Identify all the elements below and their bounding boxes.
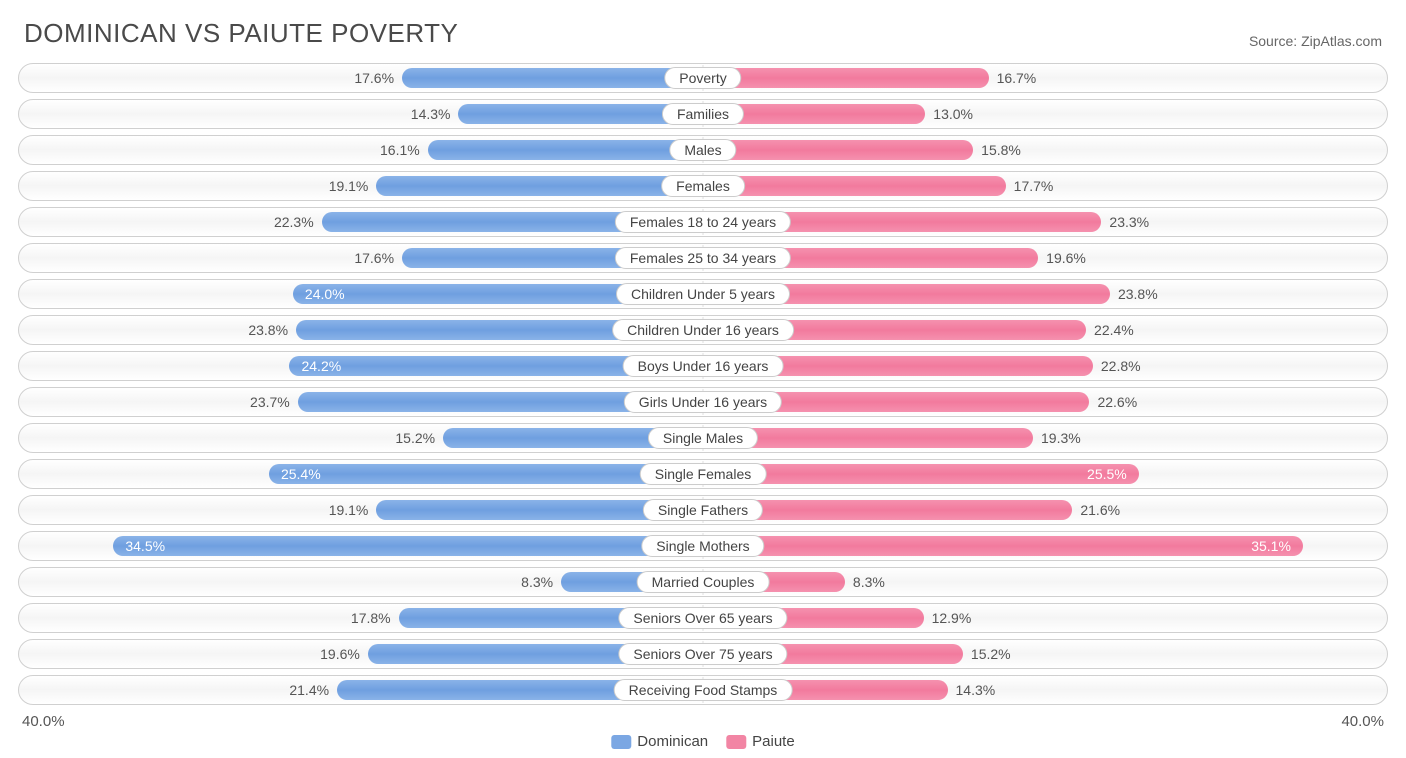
category-label: Married Couples (637, 571, 770, 593)
bar-left (376, 176, 703, 196)
chart-source: Source: ZipAtlas.com (1249, 33, 1382, 49)
chart-row: 19.1% 17.7% Females (18, 171, 1388, 201)
chart-row: 24.0% 23.8% Children Under 5 years (18, 279, 1388, 309)
value-left: 17.6% (354, 70, 394, 86)
legend-swatch-left (611, 735, 631, 749)
category-label: Males (669, 139, 736, 161)
value-left: 19.6% (320, 646, 360, 662)
chart-row: 22.3% 23.3% Females 18 to 24 years (18, 207, 1388, 237)
chart-row: 8.3% 8.3% Married Couples (18, 567, 1388, 597)
bar-left (402, 68, 703, 88)
chart-header: DOMINICAN VS PAIUTE POVERTY Source: ZipA… (0, 0, 1406, 59)
bar-right (703, 464, 1139, 484)
value-right: 21.6% (1080, 502, 1120, 518)
value-right: 35.1% (1251, 538, 1291, 554)
value-right: 15.2% (971, 646, 1011, 662)
category-label: Seniors Over 65 years (618, 607, 787, 629)
category-label: Families (662, 103, 744, 125)
diverging-bar-chart: 17.6% 16.7% Poverty 14.3% 13.0% Families 16.1%… (0, 59, 1406, 705)
axis-max-left: 40.0% (22, 713, 65, 730)
chart-row: 17.6% 16.7% Poverty (18, 63, 1388, 93)
value-left: 8.3% (521, 574, 553, 590)
value-right: 8.3% (853, 574, 885, 590)
value-right: 15.8% (981, 142, 1021, 158)
bar-left (113, 536, 703, 556)
category-label: Seniors Over 75 years (618, 643, 787, 665)
category-label: Females 18 to 24 years (615, 211, 791, 233)
value-left: 16.1% (380, 142, 420, 158)
value-left: 23.7% (250, 394, 290, 410)
value-right: 25.5% (1087, 466, 1127, 482)
category-label: Females (661, 175, 745, 197)
chart-row: 16.1% 15.8% Males (18, 135, 1388, 165)
legend-label-right: Paiute (752, 733, 795, 750)
chart-title: DOMINICAN VS PAIUTE POVERTY (24, 18, 458, 49)
value-right: 19.3% (1041, 430, 1081, 446)
bar-right (703, 68, 989, 88)
value-left: 17.8% (351, 610, 391, 626)
value-right: 13.0% (933, 106, 973, 122)
chart-row: 23.7% 22.6% Girls Under 16 years (18, 387, 1388, 417)
value-right: 19.6% (1046, 250, 1086, 266)
chart-row: 34.5% 35.1% Single Mothers (18, 531, 1388, 561)
value-left: 21.4% (289, 682, 329, 698)
value-left: 15.2% (395, 430, 435, 446)
legend-item-right: Paiute (726, 733, 795, 750)
value-right: 22.8% (1101, 358, 1141, 374)
bar-right (703, 176, 1006, 196)
value-left: 19.1% (329, 502, 369, 518)
chart-row: 25.4% 25.5% Single Females (18, 459, 1388, 489)
value-right: 22.6% (1097, 394, 1137, 410)
legend-label-left: Dominican (637, 733, 708, 750)
chart-row: 17.8% 12.9% Seniors Over 65 years (18, 603, 1388, 633)
category-label: Children Under 5 years (616, 283, 790, 305)
value-left: 14.3% (411, 106, 451, 122)
bar-right (703, 140, 973, 160)
value-right: 12.9% (932, 610, 972, 626)
category-label: Females 25 to 34 years (615, 247, 791, 269)
value-right: 17.7% (1014, 178, 1054, 194)
value-left: 19.1% (329, 178, 369, 194)
chart-row: 23.8% 22.4% Children Under 16 years (18, 315, 1388, 345)
value-left: 24.2% (301, 358, 341, 374)
bar-right (703, 536, 1303, 556)
chart-row: 15.2% 19.3% Single Males (18, 423, 1388, 453)
category-label: Poverty (664, 67, 741, 89)
chart-row: 14.3% 13.0% Families (18, 99, 1388, 129)
chart-row: 19.6% 15.2% Seniors Over 75 years (18, 639, 1388, 669)
category-label: Single Females (640, 463, 767, 485)
value-left: 24.0% (305, 286, 345, 302)
value-left: 22.3% (274, 214, 314, 230)
category-label: Boys Under 16 years (623, 355, 784, 377)
value-left: 17.6% (354, 250, 394, 266)
category-label: Single Fathers (643, 499, 763, 521)
category-label: Receiving Food Stamps (614, 679, 793, 701)
axis-max-right: 40.0% (1341, 713, 1384, 730)
value-right: 23.8% (1118, 286, 1158, 302)
chart-row: 17.6% 19.6% Females 25 to 34 years (18, 243, 1388, 273)
chart-row: 24.2% 22.8% Boys Under 16 years (18, 351, 1388, 381)
chart-row: 19.1% 21.6% Single Fathers (18, 495, 1388, 525)
category-label: Children Under 16 years (612, 319, 794, 341)
legend-item-left: Dominican (611, 733, 708, 750)
value-left: 25.4% (281, 466, 321, 482)
bar-left (269, 464, 703, 484)
value-right: 16.7% (997, 70, 1037, 86)
category-label: Single Mothers (641, 535, 764, 557)
value-right: 14.3% (956, 682, 996, 698)
chart-row: 21.4% 14.3% Receiving Food Stamps (18, 675, 1388, 705)
category-label: Girls Under 16 years (624, 391, 782, 413)
value-right: 22.4% (1094, 322, 1134, 338)
legend: Dominican Paiute (611, 733, 794, 750)
bar-left (428, 140, 703, 160)
value-left: 23.8% (248, 322, 288, 338)
category-label: Single Males (648, 427, 758, 449)
legend-swatch-right (726, 735, 746, 749)
value-left: 34.5% (125, 538, 165, 554)
value-right: 23.3% (1109, 214, 1149, 230)
